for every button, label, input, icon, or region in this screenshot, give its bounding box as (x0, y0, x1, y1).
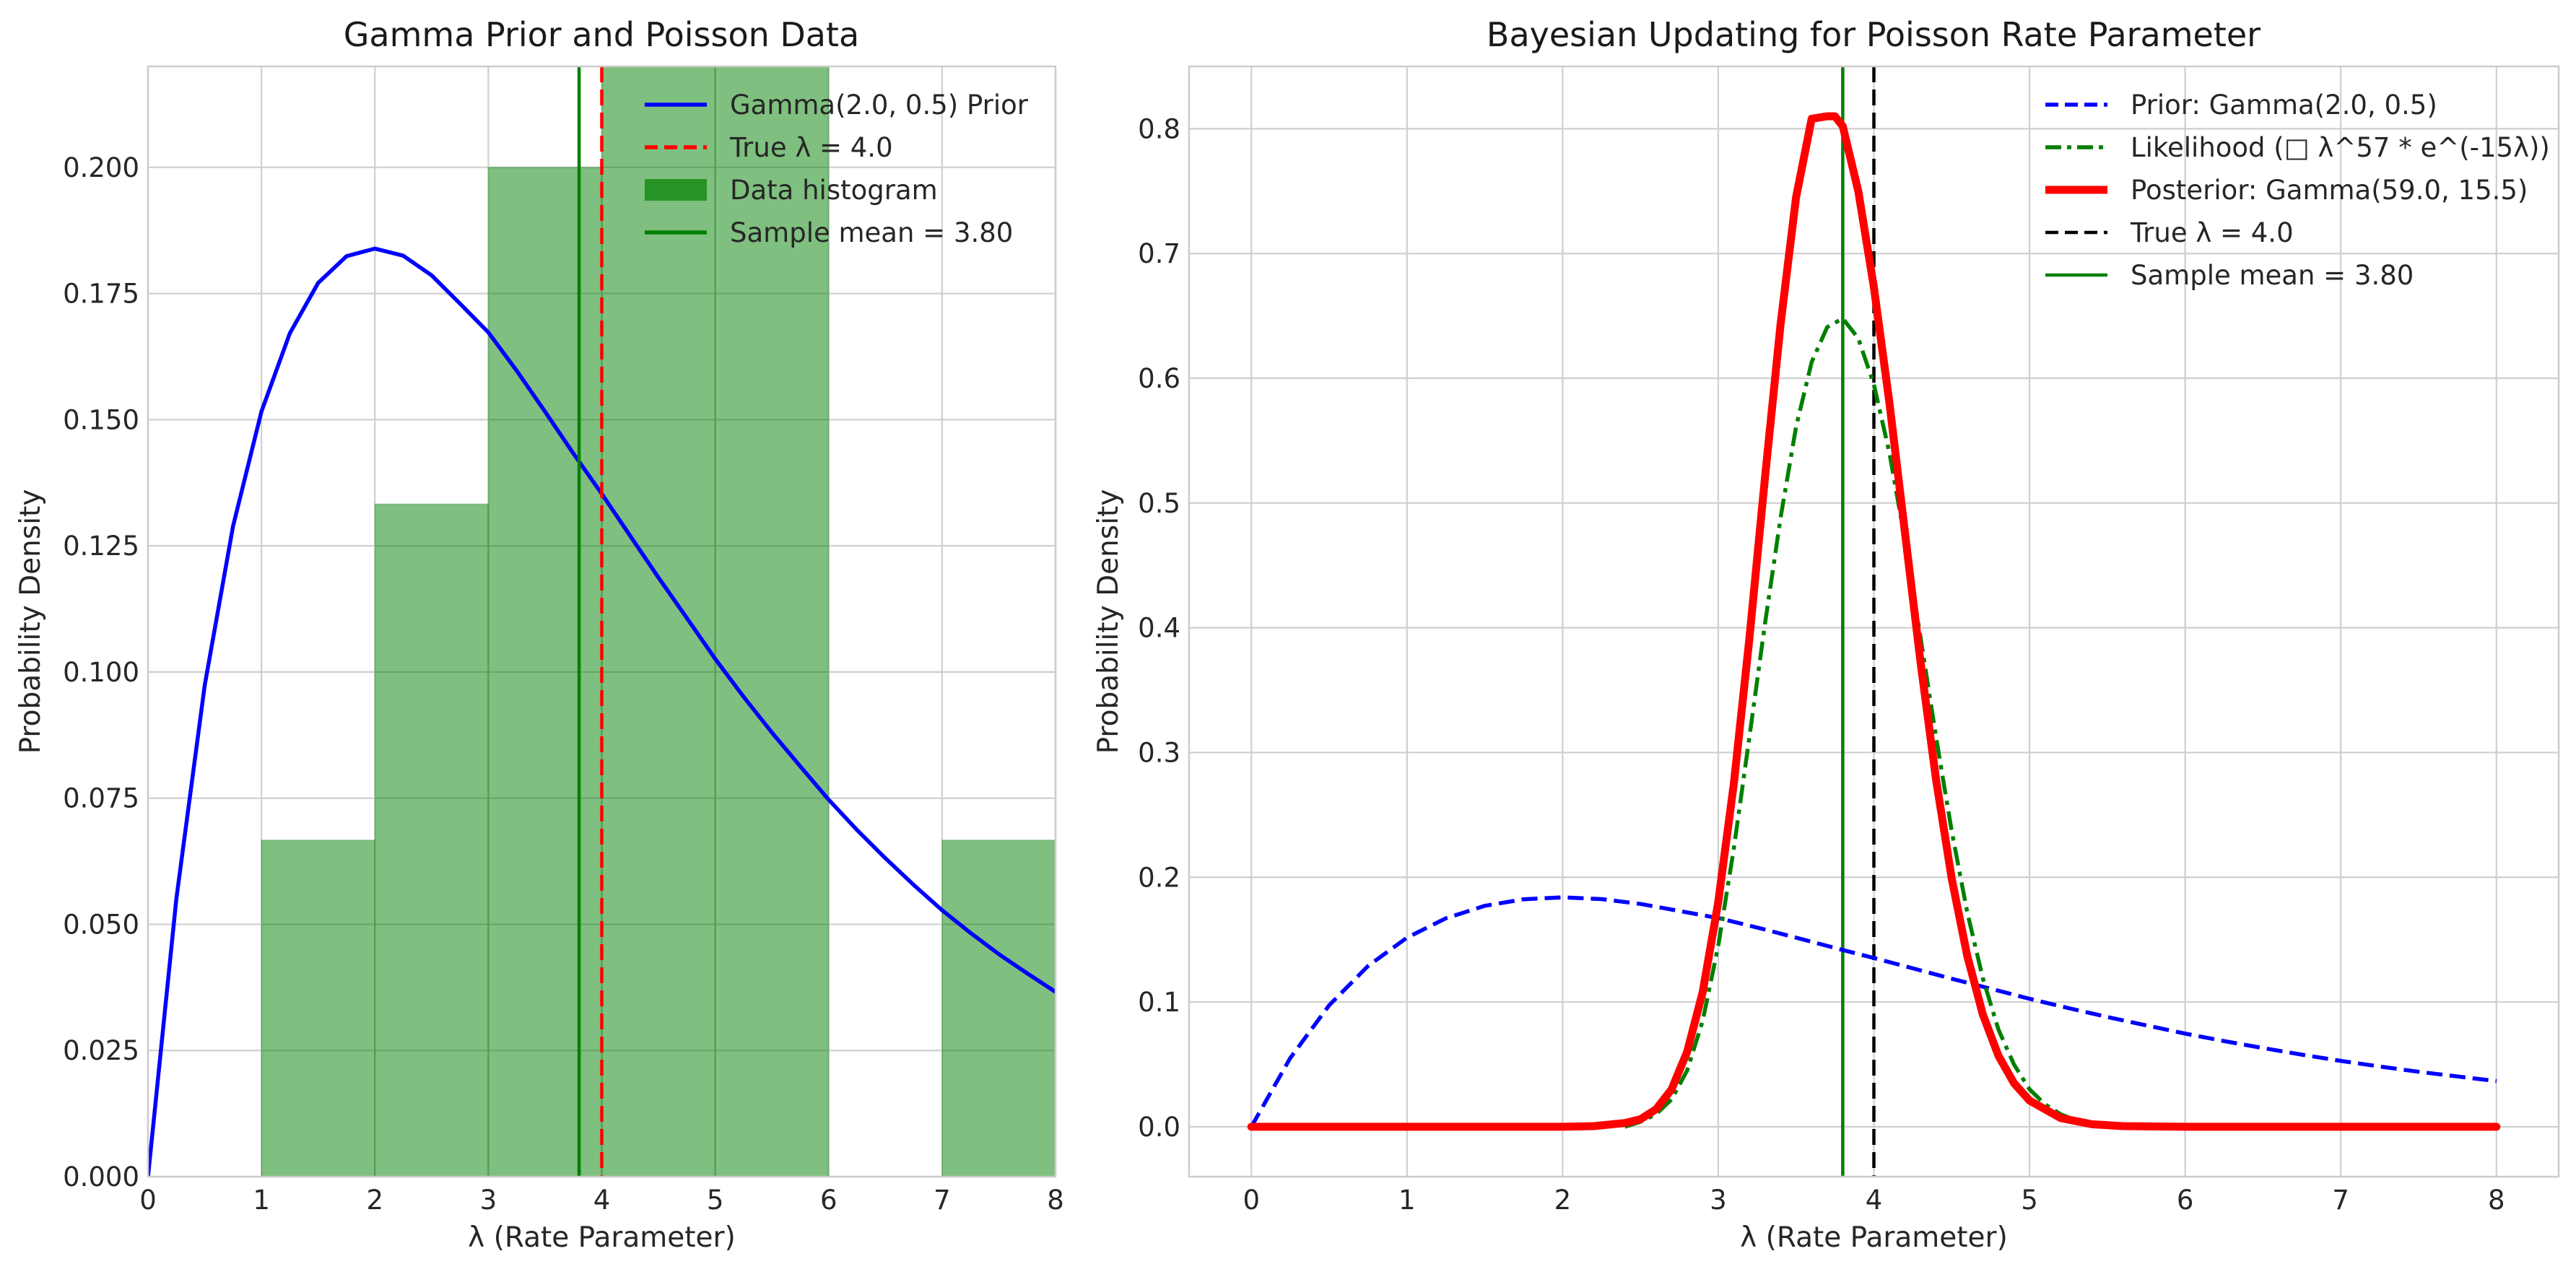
x-tick-label: 0 (1243, 1185, 1260, 1216)
x-tick-label: 0 (139, 1185, 157, 1216)
y-tick-label: 0.175 (63, 279, 139, 310)
x-tick-label: 3 (1710, 1185, 1727, 1216)
legend: Prior: Gamma(2.0, 0.5) Likelihood (□ λ^57… (2045, 90, 2550, 291)
x-tick-label: 1 (1398, 1185, 1416, 1216)
series-line (1249, 895, 2497, 1128)
y-tick-label: 0.0 (1138, 1112, 1180, 1143)
series-line (1624, 316, 2123, 1129)
histogram-bar (601, 66, 716, 1177)
legend-label: Posterior: Gamma(59.0, 15.5) (2131, 175, 2528, 206)
y-tick-label: 0.075 (63, 783, 139, 814)
x-tick-label: 2 (1554, 1185, 1572, 1216)
y-tick-label: 0.7 (1138, 238, 1180, 269)
legend-label: Gamma(2.0, 0.5) Prior (730, 90, 1029, 121)
y-tick-label: 0.6 (1138, 363, 1180, 394)
y-tick-label: 0.8 (1138, 113, 1180, 144)
histogram-bar (261, 839, 376, 1177)
y-axis-label: Probability Density (1092, 489, 1125, 754)
chart-title: Bayesian Updating for Poisson Rate Param… (1487, 15, 2260, 54)
right-chart-panel: 0 1 2 3 4 5 6 7 8 0.0 0.1 0.2 0.3 0.4 0.5 0.6 0.7 0.8 λ (R… (1092, 15, 2560, 1254)
left-chart-panel: 0 1 2 3 4 5 6 7 8 0.000 0.025 0.050 0.075 0.100 0.125 0… (14, 15, 1064, 1254)
x-axis-label: λ (Rate Parameter) (468, 1221, 736, 1254)
axes-frame (1188, 65, 2560, 1178)
x-tick-label: 8 (1047, 1185, 1064, 1216)
y-tick-label: 0.050 (63, 909, 139, 940)
legend-swatch (645, 179, 707, 201)
y-tick-label: 0.000 (63, 1161, 139, 1193)
x-axis-label: λ (Rate Parameter) (1740, 1221, 2008, 1254)
legend-label: Prior: Gamma(2.0, 0.5) (2131, 90, 2437, 121)
series-line (1247, 112, 2501, 1131)
y-tick-label: 0.1 (1138, 987, 1180, 1018)
y-tick-label: 0.125 (63, 531, 139, 562)
plot-area (1247, 66, 2501, 1177)
x-tick-label: 7 (934, 1185, 951, 1216)
histogram-bar (941, 839, 1056, 1177)
x-tick-label: 8 (2488, 1185, 2505, 1216)
histogram-bar (714, 66, 830, 1177)
x-tick-label: 6 (820, 1185, 837, 1216)
x-tick-label: 1 (253, 1185, 270, 1216)
histogram-bar (487, 166, 603, 1177)
legend-label: Sample mean = 3.80 (730, 217, 1013, 248)
x-tick-label: 5 (2021, 1185, 2038, 1216)
y-axis-label: Probability Density (14, 489, 47, 754)
x-tick-label: 5 (707, 1185, 724, 1216)
x-tick-label: 7 (2332, 1185, 2349, 1216)
x-tick-label: 2 (366, 1185, 383, 1216)
y-tick-label: 0.3 (1138, 737, 1180, 768)
y-tick-label: 0.100 (63, 657, 139, 688)
legend-label: Likelihood (□ λ^57 * e^(-15λ)) (2131, 132, 2550, 163)
legend-label: True λ = 4.0 (729, 132, 893, 163)
legend-label: Sample mean = 3.80 (2131, 260, 2414, 291)
axes-frame (147, 65, 1057, 1178)
y-tick-label: 0.2 (1138, 862, 1180, 893)
x-tick-label: 3 (480, 1185, 497, 1216)
y-tick-label: 0.025 (63, 1035, 139, 1066)
plot-area (148, 66, 1056, 1177)
x-tick-label: 4 (1866, 1185, 1883, 1216)
legend-label: Data histogram (730, 175, 938, 206)
chart-title: Gamma Prior and Poisson Data (344, 15, 859, 54)
legend-label: True λ = 4.0 (2130, 217, 2294, 248)
x-tick-label: 4 (593, 1185, 611, 1216)
y-tick-label: 0.200 (63, 152, 139, 183)
y-tick-label: 0.150 (63, 404, 139, 435)
y-tick-label: 0.5 (1138, 488, 1180, 519)
x-tick-label: 6 (2177, 1185, 2194, 1216)
y-tick-label: 0.4 (1138, 613, 1180, 644)
legend: Gamma(2.0, 0.5) Prior True λ = 4.0 Data hi… (645, 90, 1029, 248)
histogram-bar (374, 503, 489, 1177)
